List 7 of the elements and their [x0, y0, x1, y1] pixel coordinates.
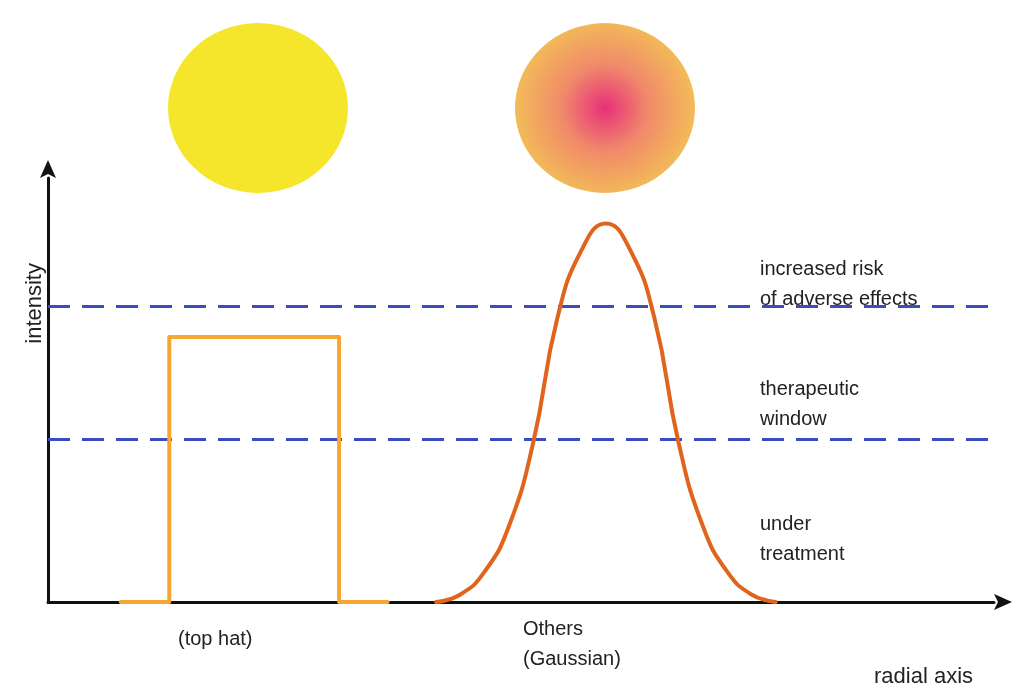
annotation: increased risk of adverse effects: [760, 257, 918, 309]
annotation: therapeutic window: [759, 377, 859, 429]
text: Others (Gaussian): [523, 617, 621, 669]
annotation: under treatment: [760, 512, 845, 564]
text: (top hat): [178, 627, 253, 649]
y-axis-title: intensity: [20, 263, 46, 344]
x-axis-title: radial axis: [874, 662, 974, 688]
